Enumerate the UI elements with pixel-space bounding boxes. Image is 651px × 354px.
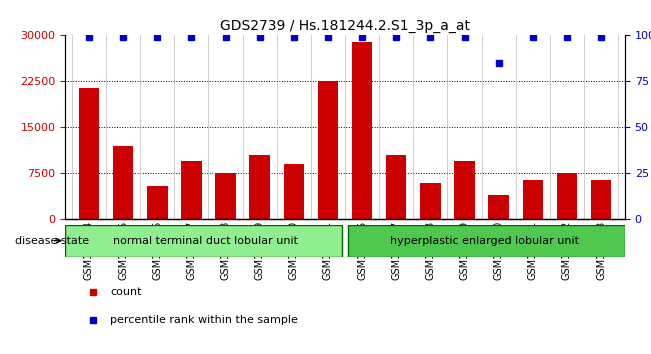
Bar [420, 183, 441, 219]
Bar [557, 173, 577, 219]
FancyBboxPatch shape [348, 225, 625, 257]
Bar [181, 161, 202, 219]
FancyBboxPatch shape [65, 225, 342, 257]
Bar [113, 146, 133, 219]
Bar [249, 155, 270, 219]
Title: GDS2739 / Hs.181244.2.S1_3p_a_at: GDS2739 / Hs.181244.2.S1_3p_a_at [220, 19, 470, 33]
Bar [284, 164, 304, 219]
Text: normal terminal duct lobular unit: normal terminal duct lobular unit [113, 236, 298, 246]
Bar [79, 87, 99, 219]
Text: hyperplastic enlarged lobular unit: hyperplastic enlarged lobular unit [391, 236, 579, 246]
Text: percentile rank within the sample: percentile rank within the sample [110, 315, 298, 325]
Bar [523, 179, 543, 219]
Bar [352, 41, 372, 219]
Bar [318, 81, 339, 219]
Bar [591, 179, 611, 219]
Bar [454, 161, 475, 219]
Bar [386, 155, 406, 219]
Bar [147, 186, 167, 219]
Text: count: count [110, 287, 141, 297]
Text: disease state: disease state [15, 236, 89, 246]
Bar [488, 195, 509, 219]
Bar [215, 173, 236, 219]
